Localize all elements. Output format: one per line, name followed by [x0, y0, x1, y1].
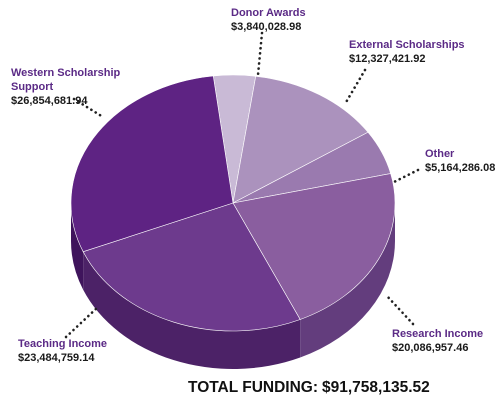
leader-western-scholarship-support [72, 97, 105, 119]
slice-labels: Donor Awards $3,840,028.98 External Schola… [11, 7, 495, 364]
total-funding-label: TOTAL FUNDING: [188, 379, 318, 396]
value-donor-awards: $3,840,028.98 [231, 21, 301, 33]
label-western-scholarship-support-line2: Support [11, 81, 53, 93]
slice-external-scholarships [232, 75, 369, 204]
value-teaching-income: $23,484,759.14 [18, 352, 95, 364]
leader-donor-awards [256, 31, 264, 77]
leader-other [392, 168, 420, 184]
value-external-scholarships: $12,327,421.92 [349, 53, 425, 65]
slice-side-teaching-income [83, 251, 301, 369]
value-research-income: $20,086,957.46 [392, 342, 468, 354]
label-external-scholarships: External Scholarships [349, 39, 465, 51]
label-donor-awards: Donor Awards [231, 7, 306, 19]
label-teaching-income: Teaching Income [18, 338, 107, 350]
label-research-income: Research Income [392, 328, 483, 340]
slice-side-research-income [300, 203, 395, 358]
total-funding-value: $91,758,135.52 [322, 379, 430, 396]
slice-side-western-scholarship-support [71, 203, 84, 290]
value-western-scholarship-support: $26,854,681.94 [11, 95, 88, 107]
pie-sides [71, 203, 395, 369]
leader-lines [64, 31, 420, 339]
value-other: $5,164,286.08 [425, 162, 495, 174]
slice-research-income [232, 173, 396, 320]
pie-slices [70, 74, 396, 332]
leader-research-income [385, 294, 415, 326]
slice-western-scholarship-support [70, 75, 234, 253]
slice-teaching-income [82, 202, 301, 332]
leader-teaching-income [64, 305, 100, 339]
label-other: Other [425, 148, 455, 160]
leader-external-scholarships [343, 68, 367, 106]
label-western-scholarship-support-line1: Western Scholarship [11, 67, 120, 79]
